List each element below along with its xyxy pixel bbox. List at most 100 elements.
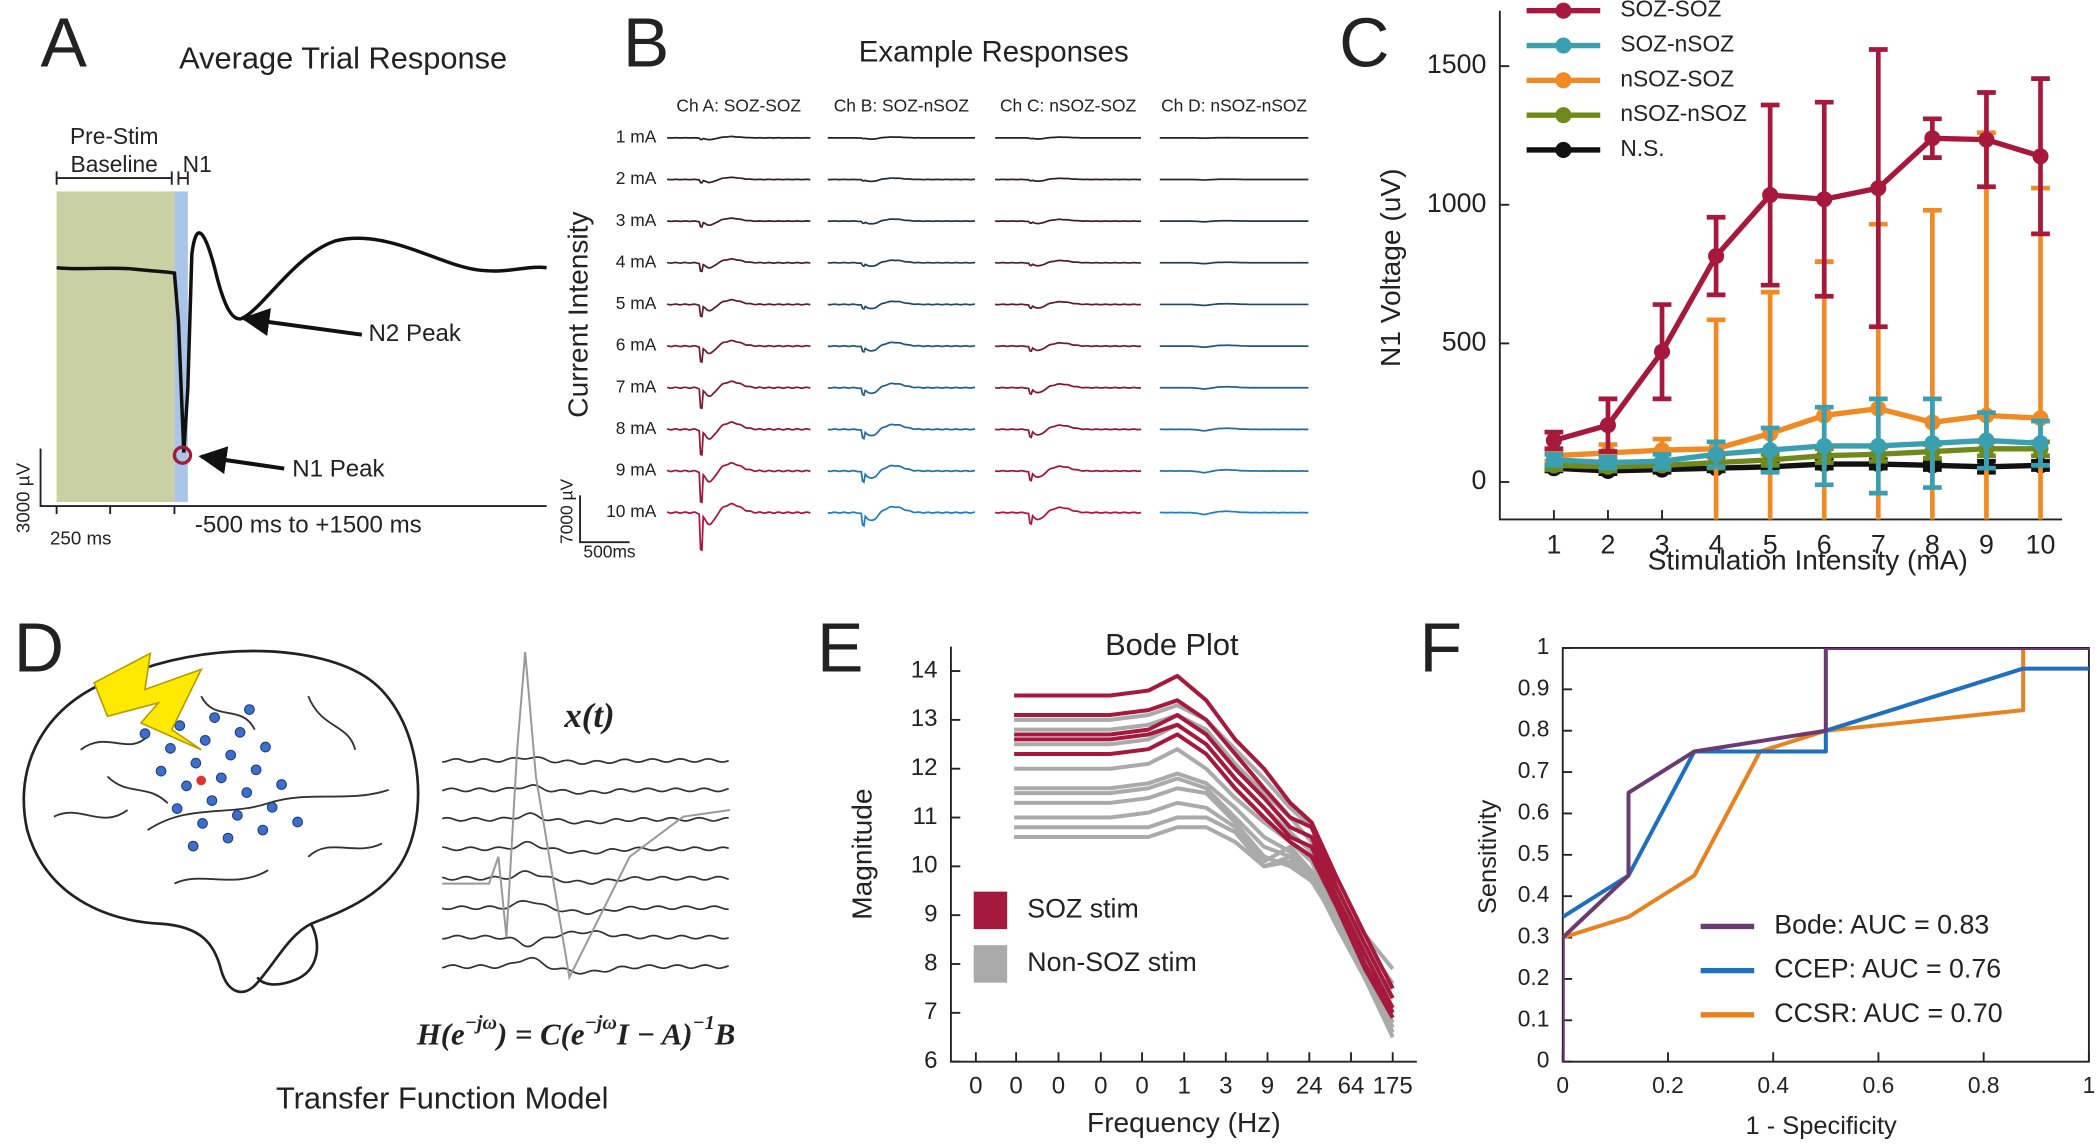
peak-marker (172, 445, 193, 465)
equation-part: B (714, 1018, 736, 1052)
electrode (190, 757, 202, 769)
y-tick-label: 13 (911, 705, 938, 732)
trace (441, 899, 729, 915)
x-tick-label: 6 (1817, 529, 1832, 559)
trace (827, 300, 976, 311)
marker (1708, 446, 1725, 463)
electrode (232, 809, 243, 821)
legend-marker (1555, 141, 1572, 158)
series-line (1553, 135, 2042, 444)
row-label: 2 mA (616, 168, 657, 188)
bracket (55, 171, 189, 185)
channel-label: Ch A: SOZ-SOZ (676, 96, 801, 116)
x-tick-label: 0.8 (1968, 1072, 2000, 1098)
y-tick-label: 0.2 (1518, 964, 1550, 990)
trace (827, 505, 976, 528)
y-tick-label: 0 (1472, 465, 1487, 495)
marker (1870, 437, 1887, 455)
trace (442, 756, 729, 765)
trace (666, 258, 811, 273)
y-tick-label: 0.9 (1518, 674, 1550, 700)
electrode (276, 779, 287, 790)
x-tick-label: 0 (1009, 1072, 1022, 1099)
series-line (1014, 732, 1395, 1019)
trace (827, 259, 976, 268)
legend-marker (1555, 72, 1572, 89)
x-tick-label: 9 (1979, 529, 1994, 559)
electrode (187, 840, 199, 852)
legend-label: nSOZ-nSOZ (1620, 100, 1747, 126)
electrode (171, 803, 183, 814)
brain-outline (22, 649, 420, 994)
trace (666, 461, 811, 504)
x-tick-label: 0 (1135, 1072, 1148, 1099)
y-tick-label: 0.7 (1518, 757, 1550, 783)
signal-label: x(t) (563, 696, 614, 735)
caption: Transfer Function Model (276, 1081, 608, 1116)
trace (1159, 302, 1309, 307)
legend-marker (1555, 37, 1572, 54)
equation-part: ) = C(e (494, 1018, 585, 1052)
y-tick-label: 1500 (1427, 49, 1487, 79)
electrode (260, 741, 271, 753)
electrode (222, 832, 234, 844)
trace (827, 423, 976, 440)
row-label: 6 mA (616, 335, 657, 355)
electrode (250, 764, 262, 776)
trace (56, 231, 547, 453)
plot-area (1562, 647, 2089, 1062)
electrode (139, 728, 151, 740)
trace (827, 464, 976, 484)
series-line (1014, 786, 1395, 990)
series-line (1553, 405, 2041, 459)
series-line (1014, 673, 1395, 990)
legend-label: CCSR: AUC = 0.70 (1774, 998, 2002, 1028)
marker (1924, 435, 1941, 452)
trace (666, 298, 811, 318)
x-tick-label: 3 (1219, 1072, 1232, 1099)
electrode (209, 712, 220, 723)
x-tick-label: 4 (1709, 529, 1724, 559)
trace (1159, 427, 1309, 432)
legend-label: Bode: AUC = 0.83 (1774, 910, 1989, 940)
electrode (241, 787, 253, 798)
electrode (174, 720, 186, 731)
trace (1159, 261, 1309, 265)
legend-label: SOZ stim (1027, 893, 1139, 923)
trace (442, 930, 729, 948)
trace (995, 259, 1142, 267)
y-tick-label: 0.6 (1518, 798, 1550, 824)
legend-label: CCEP: AUC = 0.76 (1774, 954, 2001, 984)
trace (442, 840, 729, 855)
series-line (1014, 722, 1395, 1014)
panel-letter: C (1339, 4, 1389, 82)
marker (2032, 435, 2049, 452)
trace (1159, 510, 1309, 516)
x-tick-label: 24 (1296, 1072, 1323, 1099)
trace (995, 218, 1142, 225)
electrode (225, 749, 237, 761)
marker (1816, 437, 1833, 455)
row-label: 9 mA (616, 460, 657, 480)
y-tick-label: 14 (911, 656, 938, 683)
marker (1545, 432, 1562, 449)
x-tick-label: 0 (1556, 1072, 1569, 1098)
row-label: 1 mA (616, 126, 657, 146)
series-line (1553, 461, 2041, 474)
trace (1159, 468, 1309, 474)
row-label: 3 mA (616, 210, 657, 230)
marker (1816, 191, 1833, 208)
panel-title: Average Trial Response (179, 40, 507, 75)
panel-letter: F (1420, 609, 1463, 687)
equation-part: −jω (465, 1012, 497, 1034)
trace (994, 382, 1142, 396)
x-tick-label: 8 (1925, 529, 1940, 559)
channel-label: Ch B: SOZ-nSOZ (834, 96, 970, 116)
marker (1762, 442, 1779, 459)
trace (994, 341, 1142, 353)
legend-patch (973, 891, 1008, 930)
marker (1762, 187, 1779, 204)
electrode (292, 816, 303, 828)
series-line (1562, 647, 2089, 940)
channel-label: Ch C: nSOZ-SOZ (1000, 96, 1137, 116)
